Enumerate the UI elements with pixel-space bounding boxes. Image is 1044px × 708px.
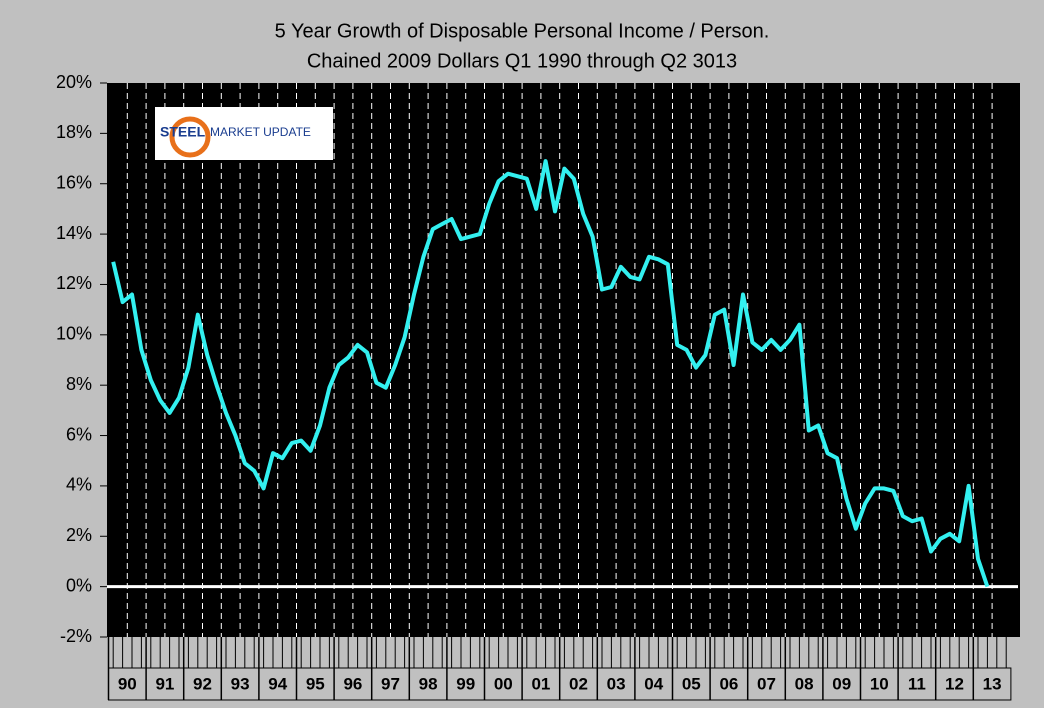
logo-brand: STEEL <box>160 124 206 140</box>
x-tick-label: 99 <box>456 674 475 693</box>
chart-title: 5 Year Growth of Disposable Personal Inc… <box>275 20 770 42</box>
y-tick-label: 6% <box>66 424 92 444</box>
x-tick-label: 12 <box>945 674 964 693</box>
x-tick-label: 13 <box>983 674 1002 693</box>
x-tick-label: 96 <box>343 674 362 693</box>
plot-area <box>107 83 1020 637</box>
x-tick-label: 90 <box>118 674 137 693</box>
y-tick-label: 14% <box>56 223 92 243</box>
x-tick-label: 91 <box>155 674 174 693</box>
x-tick-label: 04 <box>644 674 663 693</box>
logo-swoosh <box>169 116 211 158</box>
x-tick-label: 98 <box>419 674 438 693</box>
y-tick-label: 20% <box>56 72 92 92</box>
x-tick-label: 07 <box>757 674 776 693</box>
y-tick-label: 16% <box>56 172 92 192</box>
x-tick-label: 93 <box>231 674 250 693</box>
x-tick-label: 02 <box>569 674 588 693</box>
x-tick-label: 11 <box>908 674 926 693</box>
x-tick-label: 01 <box>531 674 550 693</box>
data-line <box>111 159 990 588</box>
x-tick-label: 05 <box>682 674 701 693</box>
y-tick-label: 18% <box>56 122 92 142</box>
y-tick-label: -2% <box>60 626 92 646</box>
x-tick-label: 00 <box>494 674 513 693</box>
x-tick-label: 03 <box>607 674 626 693</box>
logo-box <box>155 107 333 160</box>
chart-subtitle: Chained 2009 Dollars Q1 1990 through Q2 … <box>307 50 737 72</box>
x-tick-label: 97 <box>381 674 400 693</box>
logo: STEEL MARKET UPDATE <box>155 107 333 160</box>
y-tick-label: 10% <box>56 324 92 344</box>
x-tick-label: 09 <box>832 674 851 693</box>
x-tick-label: 95 <box>306 674 325 693</box>
y-tick-label: 2% <box>66 525 92 545</box>
x-tick-label: 94 <box>268 674 287 693</box>
y-tick-label: 4% <box>66 475 92 495</box>
y-tick-label: 12% <box>56 273 92 293</box>
x-tick-label: 10 <box>870 674 889 693</box>
x-tick-label: 08 <box>795 674 814 693</box>
y-tick-label: 8% <box>66 374 92 394</box>
logo-text: MARKET UPDATE <box>210 125 311 139</box>
y-tick-label: 0% <box>66 575 92 595</box>
x-tick-label: 06 <box>719 674 738 693</box>
x-tick-label: 92 <box>193 674 212 693</box>
